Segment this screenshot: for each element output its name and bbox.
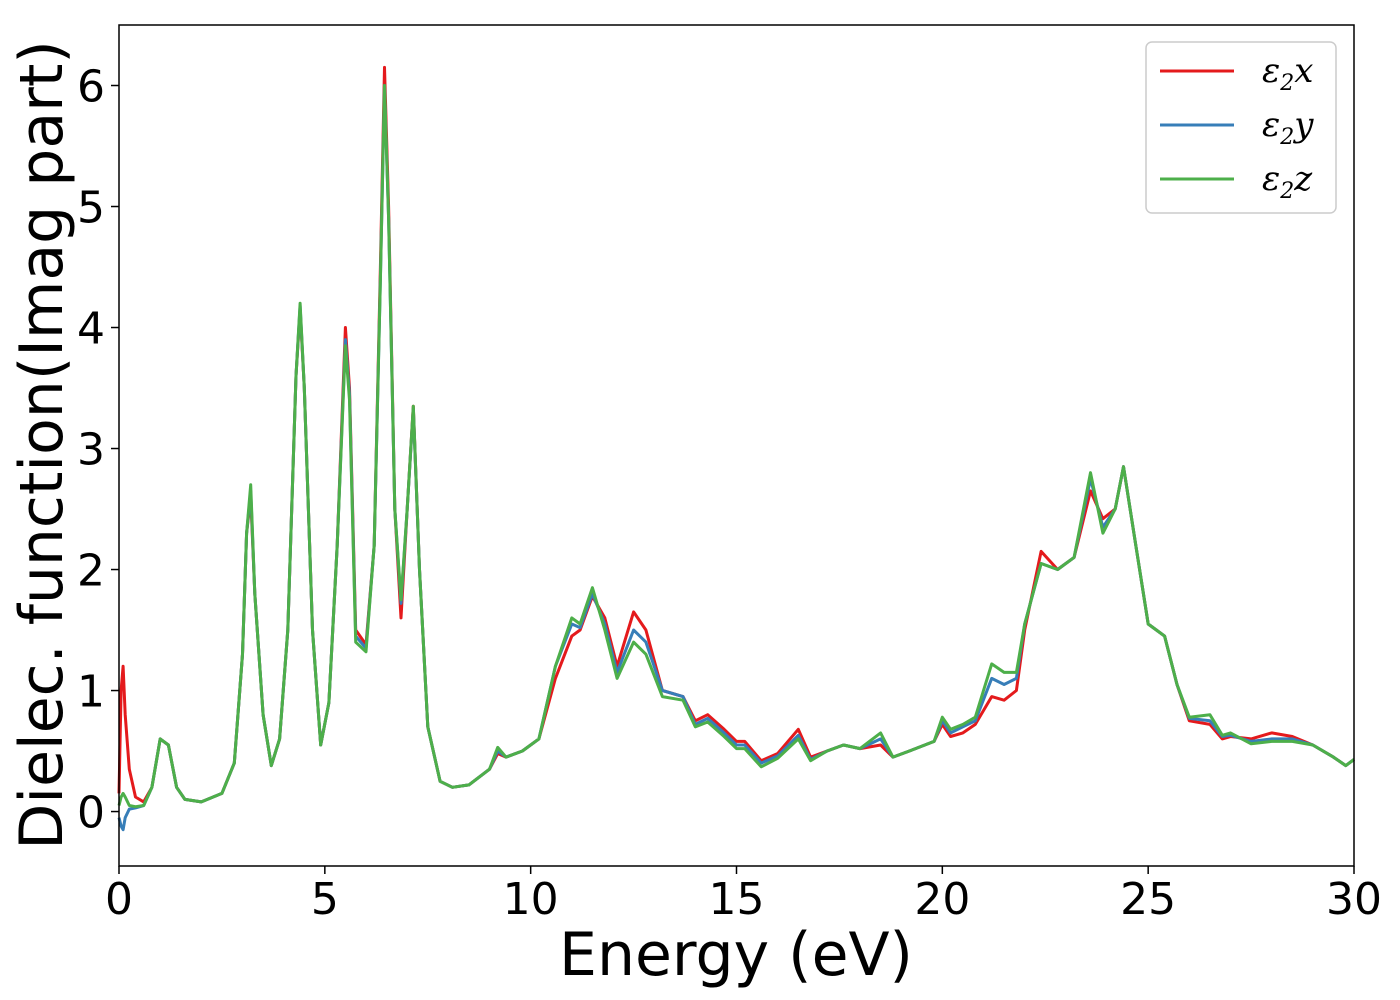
y-tick-label: 0 bbox=[77, 788, 105, 839]
y-tick-label: 2 bbox=[77, 546, 105, 597]
y-axis-title: Dielec. function(Imag part) bbox=[7, 40, 77, 850]
y-tick-label: 4 bbox=[77, 304, 105, 355]
legend-label-z: ε2z bbox=[1262, 159, 1313, 204]
x-tick-label: 15 bbox=[709, 874, 765, 925]
legend: ε2x ε2y ε2z bbox=[1145, 41, 1337, 214]
series-layer bbox=[117, 65, 1355, 832]
x-axis-title: Energy (eV) bbox=[559, 920, 913, 990]
x-tick-label: 10 bbox=[503, 874, 559, 925]
y-tick-label: 1 bbox=[77, 667, 105, 718]
x-tick-label: 30 bbox=[1326, 874, 1382, 925]
x-axis-ticks: 0 5 10 15 20 25 30 bbox=[105, 866, 1382, 925]
x-tick-label: 20 bbox=[914, 874, 970, 925]
y-tick-label: 3 bbox=[77, 425, 105, 476]
legend-label-y: ε2y bbox=[1262, 105, 1314, 150]
x-tick-label: 5 bbox=[311, 874, 339, 925]
legend-label-x: ε2x bbox=[1262, 51, 1313, 96]
legend-box bbox=[1145, 41, 1337, 214]
y-tick-label: 6 bbox=[77, 62, 105, 113]
x-tick-label: 25 bbox=[1120, 874, 1176, 925]
y-axis-ticks: 0 1 2 3 4 5 6 bbox=[77, 62, 119, 839]
series-line-z bbox=[117, 84, 1355, 809]
y-tick-label: 5 bbox=[77, 183, 105, 234]
x-tick-label: 0 bbox=[105, 874, 133, 925]
legend-items: ε2x ε2y ε2z bbox=[1160, 51, 1314, 204]
